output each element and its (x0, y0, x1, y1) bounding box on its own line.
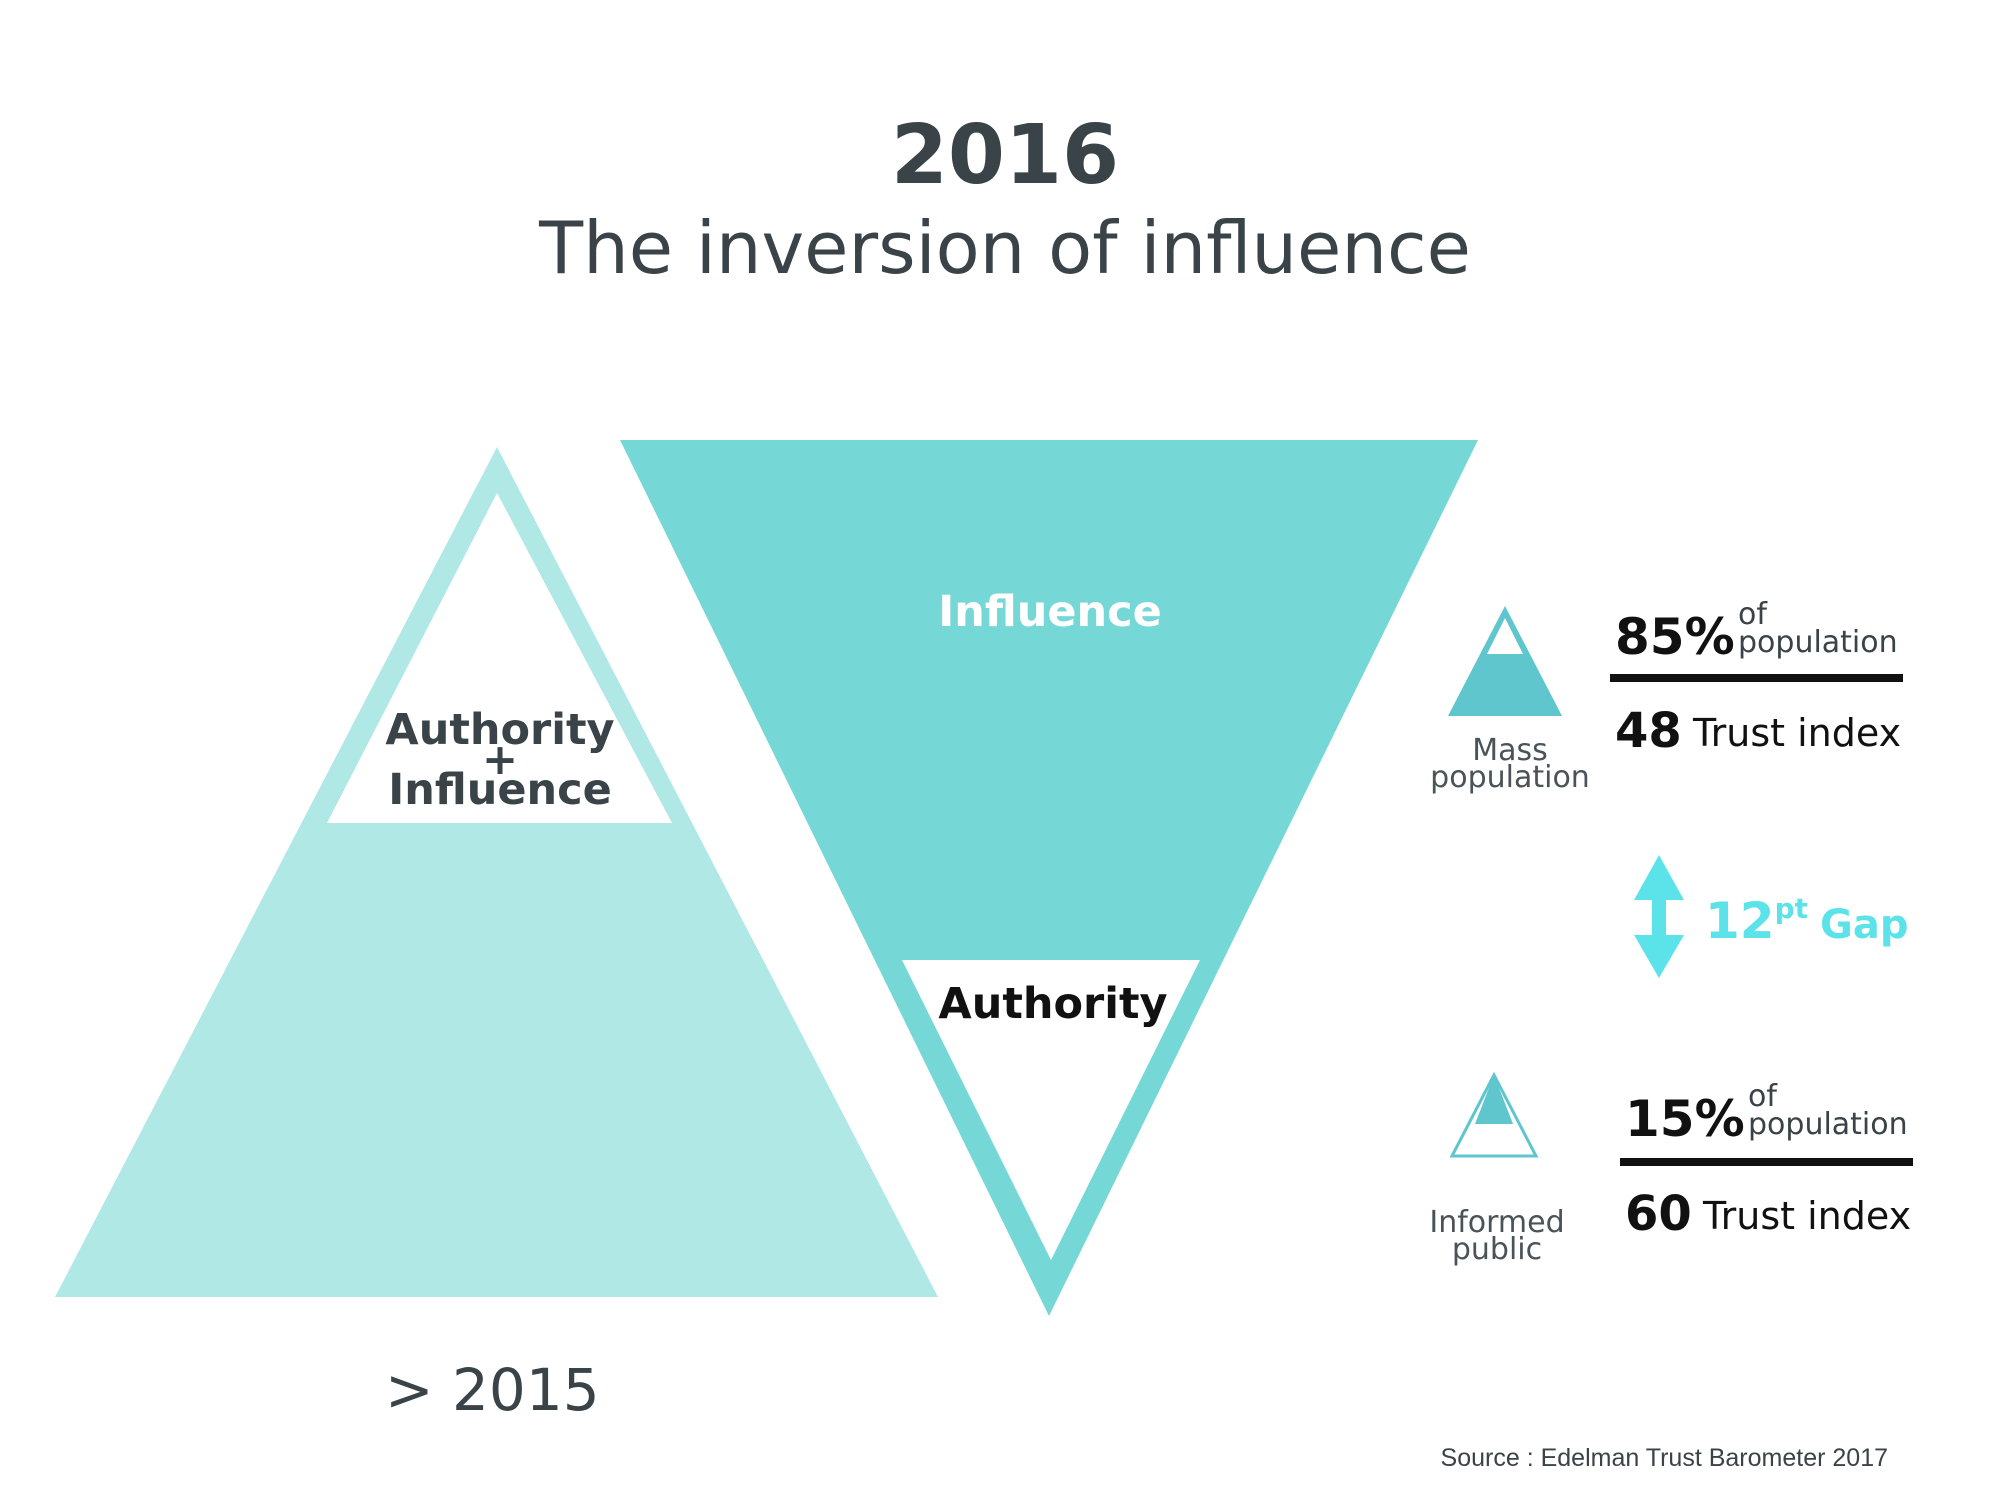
right-inverted-pyramid: Influence Authority (620, 440, 1478, 1316)
gap-value: 12 (1705, 892, 1775, 950)
informed-public-of: of (1748, 1079, 1778, 1114)
informed-public-block: Informed public 15% of population 60 Tru… (1429, 1071, 1913, 1267)
informed-public-trust-value: 60 (1625, 1186, 1692, 1242)
mass-population-block: Mass population 85% of population 48 Tru… (1430, 597, 1903, 795)
left-pyramid-plus-sign: + (482, 735, 518, 785)
left-pyramid-base (55, 447, 938, 1297)
mass-population-trust-value: 48 (1615, 703, 1682, 759)
mass-population-percent: 85% (1615, 608, 1735, 666)
right-pyramid-authority-window (902, 960, 1200, 1260)
gap-indicator: 12pt Gap (1634, 855, 1909, 978)
subtitle-heading: The inversion of influence (538, 206, 1471, 290)
informed-public-divider (1620, 1158, 1913, 1166)
gap-unit: pt (1775, 892, 1808, 925)
right-pyramid-body (620, 440, 1478, 1316)
mass-population-label-line2: population (1430, 760, 1590, 795)
right-pyramid-influence-label: Influence (938, 587, 1162, 637)
source-note: Source : Edelman Trust Barometer 2017 (1441, 1444, 1888, 1472)
mass-population-divider (1610, 674, 1903, 682)
informed-public-population-word: population (1748, 1107, 1908, 1142)
mass-population-icon (1448, 606, 1562, 716)
gap-word: Gap (1820, 902, 1908, 948)
informed-public-icon (1449, 1071, 1539, 1158)
informed-public-label-line2: public (1452, 1232, 1542, 1267)
mass-population-of: of (1738, 597, 1768, 632)
left-pyramid-apex-window (327, 493, 672, 823)
gap-double-arrow-icon (1634, 855, 1684, 978)
informed-public-percent: 15% (1625, 1090, 1745, 1148)
informed-public-label-line1: Informed (1429, 1205, 1564, 1240)
mass-population-trust-label: Trust index (1692, 711, 1901, 755)
gap-label: 12pt Gap (1705, 892, 1909, 950)
left-pyramid-authority-label: Authority (385, 705, 614, 755)
mass-population-label-line1: Mass (1472, 733, 1548, 768)
left-pyramid-caption: > 2015 (385, 1356, 600, 1424)
right-pyramid-authority-label: Authority (938, 979, 1167, 1029)
mass-population-population-word: population (1738, 625, 1898, 660)
informed-public-trust-label: Trust index (1702, 1194, 1911, 1238)
left-pyramid: Authority + Influence (55, 447, 938, 1297)
left-pyramid-influence-label: Influence (388, 765, 612, 815)
year-heading: 2016 (891, 108, 1119, 203)
